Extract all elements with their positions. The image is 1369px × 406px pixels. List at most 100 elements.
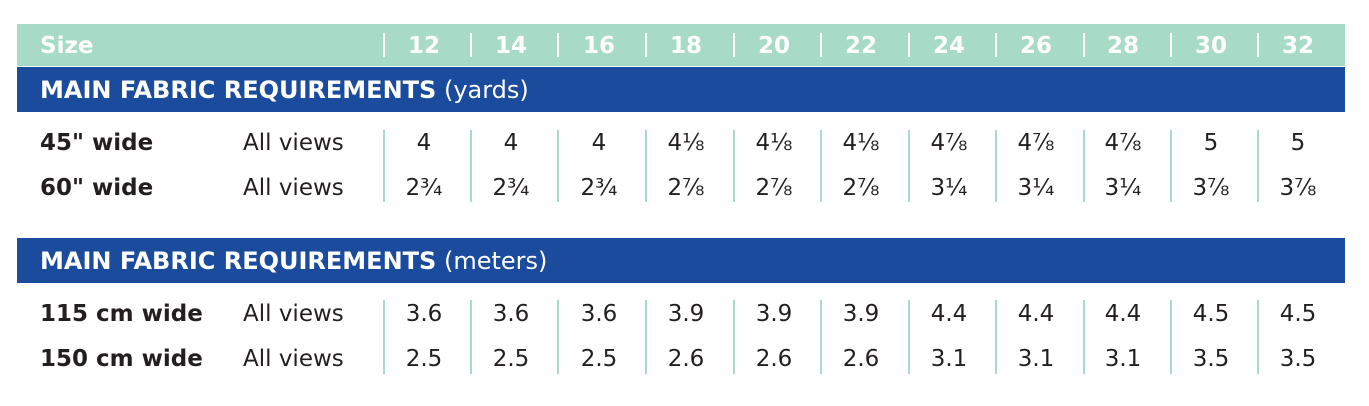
table-cell: 3.6 <box>405 301 443 327</box>
column-separator <box>733 300 735 374</box>
row-views: All views <box>243 175 344 201</box>
section-title-text: MAIN FABRIC REQUIREMENTS <box>40 76 437 104</box>
size-cell: 18 <box>669 33 702 59</box>
size-separator <box>1083 33 1085 57</box>
size-cell: 24 <box>932 33 965 59</box>
size-cell: 32 <box>1281 33 1314 59</box>
row-label: 60" wide <box>40 175 154 201</box>
section-header-bar <box>17 238 1345 283</box>
size-separator <box>470 33 472 57</box>
section-title: MAIN FABRIC REQUIREMENTS (meters) <box>40 238 547 283</box>
table-cell: 3.6 <box>580 301 618 327</box>
section-title: MAIN FABRIC REQUIREMENTS (yards) <box>40 67 529 112</box>
row-views: All views <box>243 130 344 156</box>
size-cell: 28 <box>1106 33 1139 59</box>
column-separator <box>383 130 385 202</box>
column-separator <box>470 300 472 374</box>
table-cell: 2.6 <box>667 346 705 372</box>
table-cell: 4.5 <box>1192 301 1230 327</box>
table-cell: 3¼ <box>1017 175 1055 201</box>
size-separator <box>383 33 385 57</box>
size-separator <box>820 33 822 57</box>
column-separator <box>1083 300 1085 374</box>
table-cell: 2.5 <box>405 346 443 372</box>
size-cell: 20 <box>757 33 790 59</box>
table-cell: 4.4 <box>930 301 968 327</box>
table-cell: 3.6 <box>492 301 530 327</box>
column-separator <box>908 130 910 202</box>
column-separator <box>557 300 559 374</box>
size-separator <box>1170 33 1172 57</box>
column-separator <box>645 130 647 202</box>
column-separator <box>557 130 559 202</box>
table-cell: 2.5 <box>580 346 618 372</box>
row-views: All views <box>243 301 344 327</box>
row-label: 150 cm wide <box>40 346 203 372</box>
size-separator <box>908 33 910 57</box>
table-cell: 4⅞ <box>1017 130 1055 156</box>
size-cell: 30 <box>1194 33 1227 59</box>
section-header-bar <box>17 67 1345 112</box>
table-cell: 3.1 <box>930 346 968 372</box>
table-cell: 3.1 <box>1104 346 1142 372</box>
column-separator <box>820 300 822 374</box>
table-cell: 2⅞ <box>755 175 793 201</box>
table-cell: 4 <box>503 130 519 156</box>
size-cell: 12 <box>407 33 440 59</box>
column-separator <box>1170 300 1172 374</box>
section-title-text: MAIN FABRIC REQUIREMENTS <box>40 247 437 275</box>
table-cell: 4⅞ <box>930 130 968 156</box>
size-cell: 26 <box>1019 33 1052 59</box>
size-separator <box>1257 33 1259 57</box>
section-unit: (yards) <box>443 76 529 104</box>
size-separator <box>645 33 647 57</box>
table-cell: 3.9 <box>755 301 793 327</box>
table-cell: 3.1 <box>1017 346 1055 372</box>
row-label: 115 cm wide <box>40 301 203 327</box>
table-cell: 4⅛ <box>667 130 705 156</box>
column-separator <box>995 130 997 202</box>
table-cell: 3¼ <box>1104 175 1142 201</box>
table-cell: 3⅞ <box>1279 175 1317 201</box>
table-cell: 3.5 <box>1192 346 1230 372</box>
size-separator <box>995 33 997 57</box>
table-cell: 2¾ <box>405 175 443 201</box>
table-cell: 4 <box>591 130 607 156</box>
table-cell: 3.9 <box>667 301 705 327</box>
column-separator <box>820 130 822 202</box>
table-cell: 2¾ <box>580 175 618 201</box>
size-separator <box>733 33 735 57</box>
size-separator <box>557 33 559 57</box>
table-cell: 4⅛ <box>755 130 793 156</box>
column-separator <box>1170 130 1172 202</box>
column-separator <box>1083 130 1085 202</box>
table-cell: 4.5 <box>1279 301 1317 327</box>
table-cell: 5 <box>1290 130 1306 156</box>
column-separator <box>995 300 997 374</box>
table-cell: 2¾ <box>492 175 530 201</box>
column-separator <box>383 300 385 374</box>
column-separator <box>470 130 472 202</box>
table-cell: 5 <box>1203 130 1219 156</box>
size-header-bar <box>17 24 1345 66</box>
table-cell: 4.4 <box>1017 301 1055 327</box>
table-cell: 2.6 <box>755 346 793 372</box>
column-separator <box>1257 130 1259 202</box>
section-unit: (meters) <box>443 247 548 275</box>
table-cell: 3.9 <box>842 301 880 327</box>
table-cell: 4.4 <box>1104 301 1142 327</box>
size-cell: 22 <box>844 33 877 59</box>
column-separator <box>1257 300 1259 374</box>
size-cell: 16 <box>582 33 615 59</box>
size-cell: 14 <box>494 33 527 59</box>
table-cell: 2⅞ <box>842 175 880 201</box>
table-cell: 2.6 <box>842 346 880 372</box>
table-cell: 4⅛ <box>842 130 880 156</box>
size-header-label: Size <box>40 33 94 59</box>
table-cell: 4 <box>416 130 432 156</box>
table-cell: 2.5 <box>492 346 530 372</box>
table-cell: 3⅞ <box>1192 175 1230 201</box>
row-views: All views <box>243 346 344 372</box>
table-cell: 3¼ <box>930 175 968 201</box>
row-label: 45" wide <box>40 130 154 156</box>
